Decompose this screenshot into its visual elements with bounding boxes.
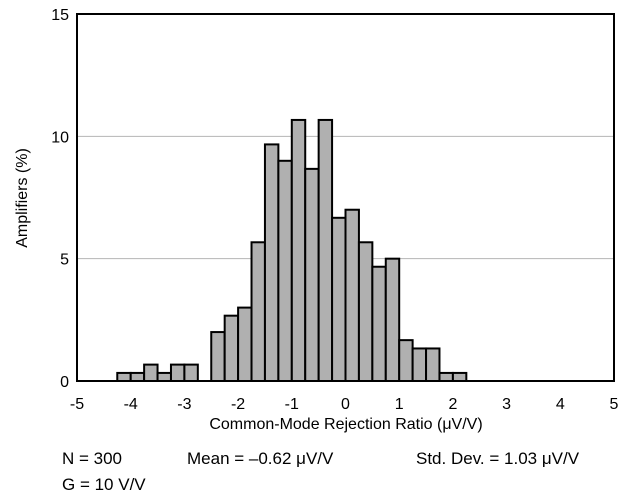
- histogram-bar: [357, 241, 374, 382]
- histogram-bar: [277, 159, 293, 382]
- histogram-bar: [304, 167, 320, 382]
- histogram-bar: [237, 306, 253, 383]
- y-tick-label: 15: [51, 7, 69, 24]
- sample-count-note: N = 300: [62, 449, 123, 468]
- x-tick-label: 4: [556, 396, 565, 413]
- histogram-bar: [183, 363, 199, 382]
- x-tick-label: 3: [502, 396, 511, 413]
- histogram-bar: [331, 216, 347, 382]
- x-tick-label: -3: [177, 396, 191, 413]
- gain-note: G = 10 V/V: [62, 475, 146, 494]
- histogram-bar: [451, 371, 468, 382]
- histogram-bar: [317, 118, 334, 382]
- y-tick-label: 5: [60, 252, 69, 269]
- histogram-bar: [169, 363, 186, 382]
- histogram-bar: [384, 257, 401, 382]
- histogram-bar: [411, 347, 428, 382]
- histogram-bar: [156, 371, 172, 382]
- x-tick-label: 0: [341, 396, 350, 413]
- y-tick-label: 0: [60, 374, 69, 391]
- histogram-bar: [290, 118, 307, 382]
- y-axis-label: Amplifiers (%): [14, 148, 31, 248]
- histogram-chart: -5 -4 -3 -2 -1 0 1 2 3 4 5 0 5 10 15 Common-Mode Reje…: [14, 7, 619, 433]
- histogram-bar: [438, 371, 454, 382]
- histogram-bar: [425, 347, 441, 382]
- y-axis-ticks: 0 5 10 15: [51, 7, 69, 391]
- mean-note: Mean = –0.62 μV/V: [187, 449, 334, 468]
- histogram-bar: [129, 371, 146, 382]
- histogram-bar: [223, 314, 240, 383]
- histogram-bar: [210, 331, 226, 383]
- x-tick-label: -4: [124, 396, 138, 413]
- histogram-bar: [344, 208, 360, 382]
- y-tick-label: 10: [51, 129, 69, 146]
- x-tick-label: -5: [70, 396, 84, 413]
- x-axis-ticks: -5 -4 -3 -2 -1 0 1 2 3 4 5: [70, 396, 619, 413]
- histogram-bar: [250, 241, 266, 382]
- histogram-bar: [263, 143, 280, 382]
- std-dev-note: Std. Dev. = 1.03 μV/V: [416, 449, 580, 468]
- x-tick-label: 2: [448, 396, 457, 413]
- histogram-bars: [116, 118, 468, 383]
- histogram-bar: [371, 265, 387, 382]
- x-tick-label: 5: [610, 396, 619, 413]
- x-tick-label: 1: [395, 396, 404, 413]
- histogram-bar: [116, 371, 132, 382]
- x-axis-label: Common-Mode Rejection Ratio (μV/V): [209, 416, 482, 433]
- x-tick-label: -2: [231, 396, 245, 413]
- x-tick-label: -1: [285, 396, 299, 413]
- histogram-bar: [398, 339, 414, 382]
- plot-frame: [76, 13, 615, 382]
- histogram-bar: [143, 363, 159, 382]
